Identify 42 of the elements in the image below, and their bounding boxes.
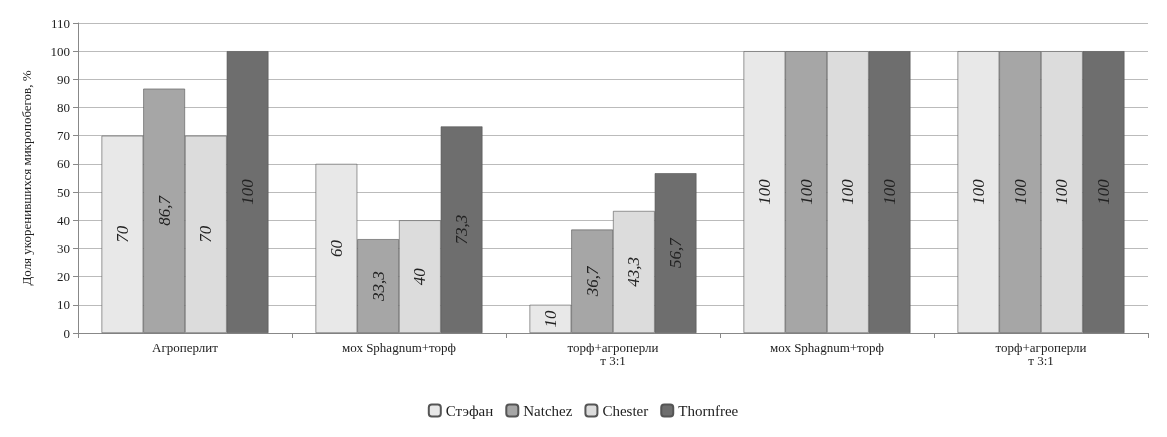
- legend-label: Стэфан: [445, 402, 494, 419]
- y-tick-label: 80: [57, 100, 70, 116]
- y-tick-label: 0: [63, 325, 70, 341]
- x-tick-label: Агроперлит: [152, 340, 219, 355]
- data-label: 86,7: [154, 194, 174, 226]
- legend-label: Chester: [602, 402, 649, 419]
- y-tick-label: 110: [50, 15, 70, 31]
- legend-label: Natchez: [523, 402, 573, 419]
- data-label: 100: [880, 178, 900, 205]
- data-label: 70: [196, 225, 216, 243]
- data-label: 100: [796, 178, 816, 205]
- data-label: 100: [1094, 178, 1114, 205]
- data-label: 43,3: [624, 257, 644, 287]
- y-tick-label: 90: [57, 71, 70, 87]
- x-tick-label: торф+агроперлит 3:1: [567, 340, 659, 368]
- x-tick-label: мох Sphagnum+торф: [769, 340, 885, 355]
- x-tick-label: мох Sphagnum+торф: [341, 340, 457, 355]
- x-tick-label: торф+агроперлит 3:1: [995, 340, 1087, 368]
- y-tick-label: 10: [57, 297, 70, 313]
- data-label: 73,3: [452, 214, 472, 245]
- data-label: 70: [112, 225, 132, 243]
- y-tick-label: 70: [57, 128, 70, 144]
- data-label: 100: [754, 178, 774, 205]
- legend-label: Thornfree: [678, 402, 739, 419]
- data-label: 10: [540, 309, 560, 328]
- y-tick-label: 60: [57, 156, 70, 172]
- data-label: 100: [1010, 178, 1030, 205]
- data-label: 33,3: [368, 271, 388, 302]
- y-tick-label: 20: [57, 269, 70, 285]
- data-label: 100: [838, 178, 858, 205]
- y-tick-label: 50: [57, 184, 70, 200]
- y-tick-label: 30: [57, 240, 70, 256]
- y-axis-title: Доля укоренившихся микропобегов, %: [19, 70, 34, 286]
- y-tick-label: 100: [50, 43, 70, 59]
- data-label: 56,7: [666, 236, 686, 268]
- data-label: 100: [968, 178, 988, 205]
- data-label: 100: [238, 178, 258, 205]
- y-tick-label: 40: [57, 212, 70, 228]
- data-label: 60: [326, 239, 346, 257]
- data-label: 40: [410, 267, 430, 286]
- data-label: 36,7: [582, 264, 602, 298]
- data-label: 100: [1052, 178, 1072, 205]
